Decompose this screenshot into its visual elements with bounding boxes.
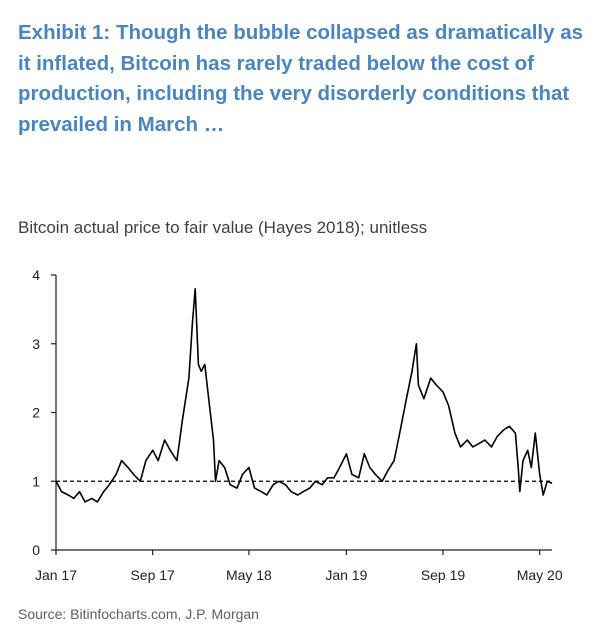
chart-axes: 0 1 2 3 4 Jan 17 Sep 17 May 18 Jan 19 Sep 19 May 2… — [32, 267, 563, 583]
series-group — [55, 287, 553, 503]
x-tick-label: May 20 — [517, 567, 563, 583]
x-tick-label: Jan 19 — [325, 567, 367, 583]
source-note: Source: Bitinfocharts.com, J.P. Morgan — [18, 606, 259, 622]
x-tick-label: Sep 17 — [130, 567, 175, 583]
y-tick-label: 0 — [32, 542, 40, 558]
y-tick-label: 1 — [32, 473, 40, 489]
y-tick-label: 4 — [32, 267, 40, 283]
y-tick-label: 2 — [32, 405, 40, 421]
x-tick-label: Sep 19 — [421, 567, 466, 583]
chart-subtitle: Bitcoin actual price to fair value (Haye… — [18, 218, 428, 237]
line-chart: 0 1 2 3 4 Jan 17 Sep 17 May 18 Jan 19 Sep 19 May 2… — [32, 267, 563, 583]
series-line — [55, 287, 553, 503]
x-tick-label: May 18 — [226, 567, 272, 583]
y-tick-label: 3 — [32, 336, 40, 352]
exhibit-title: Exhibit 1: Though the bubble collapsed a… — [18, 21, 584, 136]
x-tick-label: Jan 17 — [35, 567, 77, 583]
